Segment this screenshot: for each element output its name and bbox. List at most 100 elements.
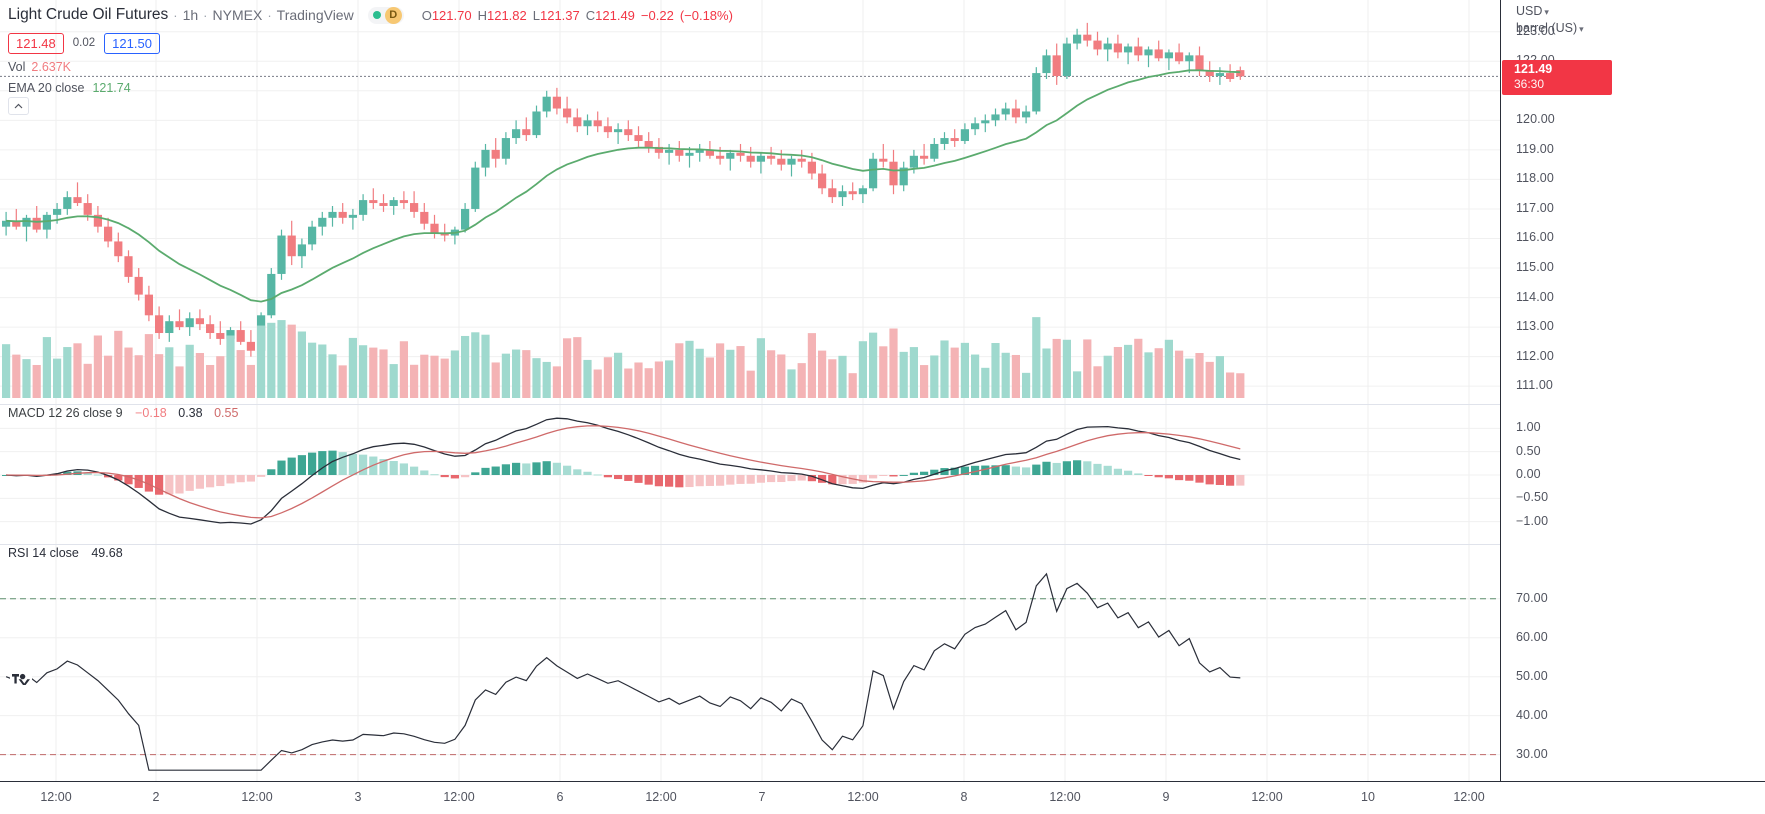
low-key: L: [532, 7, 540, 23]
spread-value: 0.02: [72, 37, 96, 49]
time-tick-label: 12:00: [1453, 790, 1485, 804]
volume-legend[interactable]: Vol 2.637K: [8, 60, 733, 74]
macd-line: [6, 417, 1241, 525]
time-tick-label: 12:00: [847, 790, 879, 804]
macd-series[interactable]: [0, 0, 1500, 781]
ema-value: 121.74: [92, 81, 131, 95]
time-tick-label: 12:00: [40, 790, 72, 804]
tradingview-logo[interactable]: [10, 668, 32, 690]
high-value: 121.82: [486, 7, 527, 23]
price-tick-label: 118.00: [1516, 171, 1554, 186]
exchange-label[interactable]: NYMEX: [212, 7, 263, 23]
current-price-tag[interactable]: 121.49 36:30: [1502, 60, 1612, 96]
time-tick-label: 3: [354, 790, 362, 804]
price-tick-label: 114.00: [1516, 289, 1554, 304]
price-tick-label: 111.00: [1516, 378, 1553, 393]
horizontal-gridlines: [0, 31, 1500, 387]
candlestick-series[interactable]: [0, 0, 1500, 400]
collapse-pane-button[interactable]: [8, 97, 29, 115]
currency-label: USD: [1516, 4, 1543, 18]
source-label[interactable]: TradingView: [276, 7, 354, 23]
rsi-tick-label: 50.00: [1516, 668, 1548, 683]
ask-price-button[interactable]: 121.50: [104, 32, 160, 54]
pane-divider-macd[interactable]: [0, 404, 1765, 405]
macd-legend[interactable]: MACD 12 26 close 9 −0.18 0.38 0.55: [8, 406, 238, 420]
rsi-series[interactable]: [0, 0, 1500, 781]
chart-canvas[interactable]: [0, 0, 1500, 781]
separator-dot: ·: [267, 7, 272, 23]
tradingview-logo-icon: [10, 668, 32, 690]
macd-tick-label: −0.50: [1516, 490, 1549, 505]
rsi-tick-label: 60.00: [1516, 629, 1548, 644]
macd-tick-label: −1.00: [1516, 513, 1549, 528]
price-axis[interactable]: USD▾ barrel (US)▾ 123.00122.00120.00119.…: [1500, 0, 1765, 781]
close-value: 121.49: [595, 7, 635, 23]
currency-selector[interactable]: USD ▾: [1516, 4, 1549, 18]
rsi-legend[interactable]: RSI 14 close 49.68: [8, 546, 123, 560]
chevron-down-icon: ▾: [1579, 24, 1584, 34]
rsi-tick-label: 70.00: [1516, 590, 1548, 605]
unit-label: barrel (US): [1516, 21, 1578, 35]
separator-dot: ·: [203, 7, 208, 23]
change-value: −0.22: [640, 7, 674, 23]
rsi-tick-label: 40.00: [1516, 707, 1548, 722]
current-price-value: 121.49: [1514, 62, 1553, 77]
macd-signal-line: [6, 425, 1241, 519]
bid-ask-row: 121.48 0.02 121.50: [8, 32, 733, 54]
ohlc-values: O121.70 H121.82 L121.37 C121.49 −0.22 (−0.18%…: [422, 8, 733, 23]
time-tick-label: 2: [152, 790, 160, 804]
close-key: C: [585, 7, 596, 23]
rsi-line: [5, 572, 1241, 771]
time-axis[interactable]: 12:00 2 12:00 3 12:00 6 12:00 7 12:00 8 12:00 9 12:0…: [0, 781, 1765, 814]
market-open-dot: [372, 11, 381, 19]
price-tick-label: 115.00: [1516, 260, 1554, 275]
price-tick-label: 119.00: [1516, 141, 1554, 156]
macd-value-1: −0.18: [135, 406, 167, 420]
macd-label: MACD 12 26 close 9: [8, 406, 123, 420]
price-tick-label: 112.00: [1516, 348, 1554, 363]
time-tick-label: 7: [758, 790, 766, 804]
high-key: H: [477, 7, 487, 23]
bid-price-button[interactable]: 121.48: [8, 32, 64, 54]
market-status-pill[interactable]: D: [367, 6, 404, 24]
time-tick-label: 8: [960, 790, 968, 804]
bar-countdown: 36:30: [1514, 77, 1545, 92]
price-tick-label: 120.00: [1516, 112, 1555, 127]
macd-value-2: 0.38: [178, 406, 203, 420]
price-tick-label: 113.00: [1516, 319, 1554, 334]
macd-tick-label: 0.00: [1516, 467, 1541, 481]
change-percent: (−0.18%): [679, 7, 733, 23]
volume-value: 2.637K: [31, 60, 72, 74]
macd-value-3: 0.55: [214, 406, 239, 420]
ema-label: EMA 20 close: [8, 81, 85, 95]
low-value: 121.37: [539, 7, 580, 23]
chart-legend: Light Crude Oil Futures · 1h · NYMEX · T…: [8, 4, 733, 95]
separator-dot: ·: [173, 7, 178, 23]
price-tick-label: 123.00: [1516, 23, 1555, 38]
open-value: 121.70: [431, 7, 472, 23]
session-badge: D: [384, 6, 402, 24]
rsi-label: RSI 14 close: [8, 546, 79, 560]
time-tick-label: 12:00: [1251, 790, 1283, 804]
open-key: O: [421, 7, 432, 23]
time-tick-label: 12:00: [645, 790, 677, 804]
time-tick-label: 9: [1162, 790, 1170, 804]
rsi-value: 49.68: [91, 546, 123, 560]
time-tick-label: 10: [1361, 790, 1375, 804]
price-tick-label: 116.00: [1516, 230, 1554, 245]
unit-selector[interactable]: barrel (US) ▾: [1516, 21, 1584, 35]
macd-tick-label: 0.50: [1516, 443, 1541, 458]
pane-divider-rsi[interactable]: [0, 544, 1765, 545]
ema-line: [6, 69, 1241, 303]
rsi-tick-label: 30.00: [1516, 746, 1548, 761]
time-tick-label: 6: [556, 790, 564, 804]
price-tick-label: 117.00: [1516, 200, 1554, 215]
chevron-down-icon: ▾: [1544, 7, 1549, 17]
legend-symbol-row: Light Crude Oil Futures · 1h · NYMEX · T…: [8, 4, 733, 26]
interval-label[interactable]: 1h: [182, 7, 199, 23]
symbol-title[interactable]: Light Crude Oil Futures: [8, 6, 169, 23]
volume-series[interactable]: [0, 0, 1500, 781]
ema-legend[interactable]: EMA 20 close 121.74: [8, 81, 733, 95]
time-tick-label: 12:00: [443, 790, 475, 804]
time-tick-label: 12:00: [1049, 790, 1081, 804]
